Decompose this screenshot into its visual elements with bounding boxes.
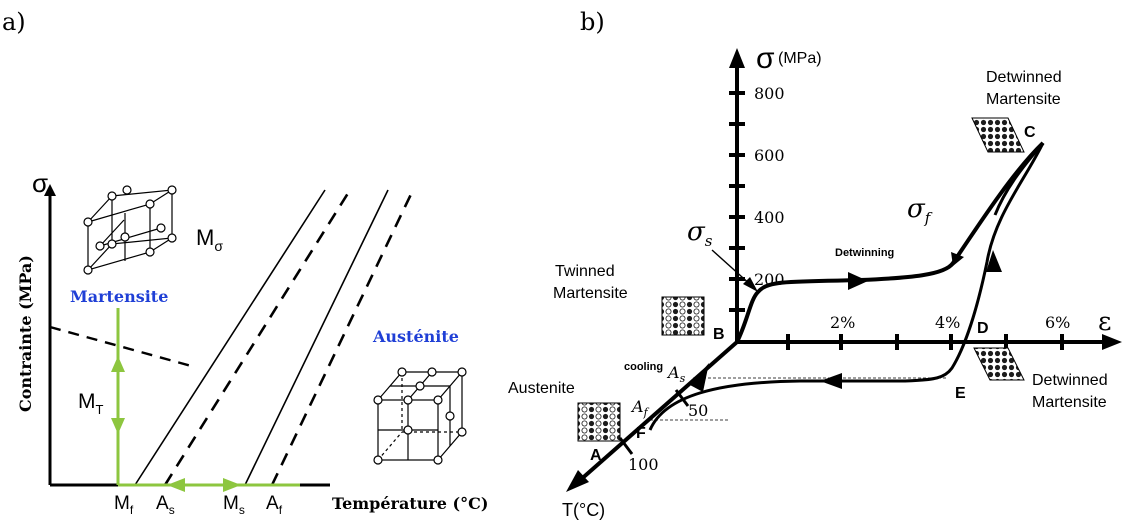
panel-a-heating-arrow-right	[223, 478, 241, 492]
panel-a-cooling-arrow-left	[167, 478, 185, 492]
panel-a-mf-line	[134, 189, 326, 486]
panel-b-detwinned-martensite-bottom-label: Detwinned Martensite	[1032, 372, 1112, 411]
panel-b-twinned-lattice-icon	[661, 296, 705, 336]
panel-b-detwinned-lattice-bottom-icon	[973, 347, 1025, 381]
panel-b-unloading-arrow	[986, 250, 1002, 272]
panel-a-y-axis-arrow	[44, 184, 56, 196]
panel-a-austenite-label: Austénite	[372, 327, 459, 346]
panel-b-temperature-axis-arrow	[566, 470, 589, 492]
panel-b-stress-tick-labels: 800 600 400 200	[754, 84, 785, 289]
panel-b-detwinning-label: Detwinning	[835, 247, 894, 259]
panel-b-sigma-s-pointer-head	[743, 277, 758, 292]
panel-b-temp-tick-50	[674, 389, 690, 407]
panel-b-point-f: F	[636, 425, 646, 442]
panel-a-martensite-label: Martensite	[70, 287, 168, 306]
panel-b-temp-tick-label-100: 100	[628, 455, 659, 474]
panel-b-austenite-label: Austenite	[508, 380, 575, 397]
panel-a-as-line	[163, 189, 352, 486]
panel-a-austenite-atoms	[373, 367, 467, 465]
panel-b-stress-tick-600: 600	[754, 146, 785, 165]
panel-a-mt-label: MT	[78, 390, 104, 417]
panel-b-sigma-f-pointer-head	[951, 252, 964, 266]
panel-b-temp-tick-100	[618, 437, 634, 455]
panel-b-detwinning-arrow	[848, 272, 868, 290]
panel-b-cooling-label: cooling	[624, 361, 663, 373]
panel-b-detwinned-lattice-top-icon	[971, 117, 1025, 153]
panel-b-sigma-f-pointer	[956, 227, 979, 259]
panel-b-stress-axis-symbol: σ	[756, 42, 775, 75]
panel-a-mark-ms: Ms	[223, 493, 245, 517]
panel-b-strain-axis-arrow	[1102, 334, 1122, 350]
panel-a-y-axis-symbol: σ	[32, 168, 48, 198]
panel-b-label: b)	[580, 8, 605, 36]
panel-b-strain-tick-6: 6%	[1045, 313, 1070, 332]
panel-b-point-d: D	[977, 320, 989, 337]
panel-b-temperature-axis	[576, 340, 739, 484]
panel-b-stress-axis-arrow	[729, 48, 745, 68]
panel-b-unloading-branch	[993, 142, 1045, 216]
panel-b-stress-tick-400: 400	[754, 208, 785, 227]
panel-a-af-line	[270, 189, 415, 486]
panel-b-temp-tick-label-50: 50	[688, 401, 708, 420]
panel-a: a) σ Contrainte (MPa) Température (°C) M…	[2, 8, 488, 517]
panel-b-strain-axis-symbol: ε	[1098, 307, 1111, 337]
panel-b-point-a: A	[590, 447, 602, 464]
panel-b-stress-tick-800: 800	[754, 84, 785, 103]
panel-a-critical-stress-line	[49, 325, 196, 369]
panel-b-strain-tick-labels: 2% 4% 6%	[830, 313, 1070, 332]
panel-a-y-axis-title: Contrainte (MPa)	[16, 255, 35, 412]
panel-a-mark-mf: Mf	[114, 493, 134, 517]
panel-b-strain-tick-2: 2%	[830, 313, 855, 332]
panel-b-point-e: E	[955, 385, 966, 402]
panel-a-martensite-atoms	[83, 185, 177, 275]
panel-a-mt-arrow-down	[111, 418, 125, 434]
panel-b: b) σ (MPa) 800 600 400 200 ε	[508, 8, 1122, 520]
panel-b-return-arrow	[820, 373, 842, 389]
panel-b-point-c: C	[1024, 124, 1036, 141]
panel-b-sigma-s-pointer	[711, 249, 753, 287]
panel-b-detwinned-martensite-top-label: Detwinned Martensite	[986, 69, 1066, 108]
panel-b-strain-ticks	[786, 334, 1064, 350]
panel-b-stress-ticks	[729, 91, 745, 312]
panel-b-sigma-f-label: σf	[907, 194, 933, 227]
panel-b-temperature-axis-title: T(°C)	[562, 500, 605, 520]
panel-b-loading-curve	[735, 141, 1045, 343]
panel-a-mark-as: As	[156, 493, 175, 517]
panel-b-unloading-curve	[648, 142, 1045, 431]
panel-a-ms-line	[244, 189, 389, 486]
panel-a-mt-arrow-up	[111, 356, 125, 372]
panel-b-af-label: Af	[630, 397, 650, 419]
panel-b-strain-tick-4: 4%	[935, 313, 960, 332]
panel-b-stress-axis-unit: (MPa)	[778, 50, 822, 67]
panel-a-label: a)	[2, 8, 26, 36]
panel-a-mark-af: Af	[266, 493, 283, 517]
panel-b-twinned-martensite-label: Twinned Martensite	[553, 263, 628, 302]
panel-a-m-sigma-label: Mσ	[196, 225, 223, 254]
panel-b-austenite-lattice-icon	[577, 402, 621, 442]
panel-b-as-label: As	[666, 363, 686, 385]
panel-b-point-b: B	[713, 326, 725, 343]
panel-b-sigma-s-label: σs	[687, 217, 713, 250]
panel-a-x-axis-title: Température (°C)	[332, 494, 488, 513]
panel-a-temperature-marks: Mf As Ms Af	[114, 493, 283, 517]
panel-b-cooling-arrow	[690, 363, 709, 392]
